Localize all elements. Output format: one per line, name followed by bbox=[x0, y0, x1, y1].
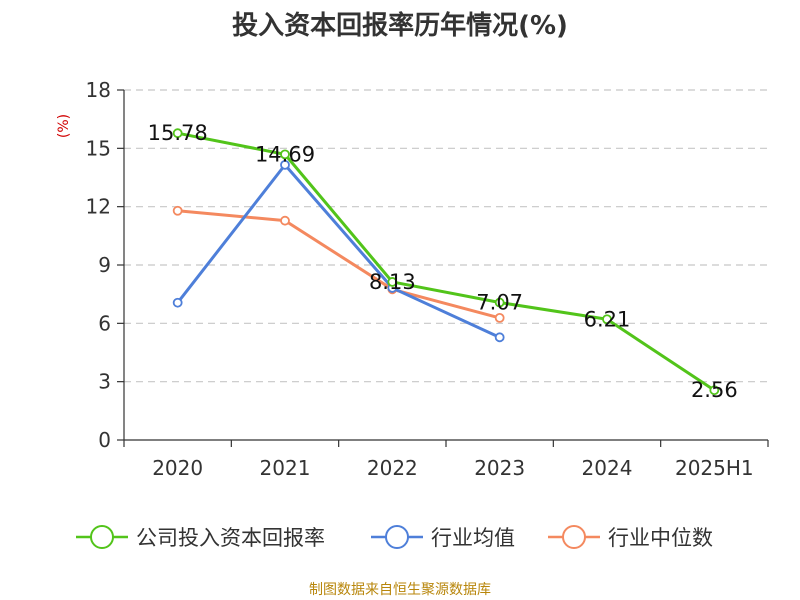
x-tick-label: 2021 bbox=[260, 456, 311, 480]
data-point bbox=[387, 277, 398, 287]
y-tick-label: 18 bbox=[86, 78, 111, 102]
legend-marker bbox=[562, 525, 586, 549]
legend-label: 行业均值 bbox=[431, 526, 515, 550]
data-labels: 15.78 14.69 8.13 7.07 6.21 2.56 bbox=[148, 121, 738, 402]
legend-label: 行业中位数 bbox=[608, 526, 713, 550]
data-point bbox=[602, 314, 612, 325]
axes: 0 3 6 9 12 15 18 2020 2021 2022 2023 2024 2025H1 bbox=[86, 78, 769, 480]
data-label: 15.78 bbox=[148, 121, 208, 145]
data-point bbox=[172, 128, 183, 139]
data-point bbox=[494, 312, 505, 323]
y-tick-label: 6 bbox=[98, 311, 111, 335]
grid-lines bbox=[124, 89, 768, 383]
series-line bbox=[177, 131, 716, 392]
data-label: 6.21 bbox=[584, 307, 631, 331]
series-2 bbox=[172, 205, 505, 323]
series-1 bbox=[172, 159, 505, 343]
data-point bbox=[280, 215, 290, 226]
series-line bbox=[177, 209, 501, 320]
data-point bbox=[494, 332, 505, 343]
legend-marker bbox=[385, 525, 409, 549]
x-tick-label: 2024 bbox=[582, 456, 633, 480]
data-point bbox=[172, 205, 183, 216]
legend-item-1[interactable]: 行业均值 bbox=[371, 525, 515, 550]
data-label: 2.56 bbox=[691, 378, 738, 402]
y-tick-label: 9 bbox=[98, 253, 111, 277]
source-note: 制图数据来自恒生聚源数据库 bbox=[309, 582, 491, 598]
data-label: 8.13 bbox=[369, 270, 416, 294]
y-tick-label: 0 bbox=[98, 428, 111, 452]
x-tick-label: 2025H1 bbox=[675, 456, 754, 480]
legend[interactable]: 公司投入资本回报率 行业均值 行业中位数 bbox=[76, 525, 713, 550]
x-tick-label: 2020 bbox=[152, 456, 203, 480]
series-line bbox=[176, 163, 501, 339]
data-point bbox=[280, 149, 290, 160]
data-point bbox=[280, 159, 290, 170]
y-tick-label: 15 bbox=[86, 136, 111, 160]
y-tick-label: 3 bbox=[98, 370, 111, 394]
x-tick-label: 2023 bbox=[474, 456, 525, 480]
data-label: 7.07 bbox=[476, 291, 523, 315]
legend-item-2[interactable]: 行业中位数 bbox=[548, 525, 713, 550]
data-point bbox=[172, 297, 183, 308]
data-point bbox=[494, 297, 505, 308]
data-label: 14.69 bbox=[255, 142, 315, 166]
data-point bbox=[709, 385, 720, 396]
legend-label: 公司投入资本回报率 bbox=[136, 526, 325, 550]
legend-item-0[interactable]: 公司投入资本回报率 bbox=[76, 525, 325, 550]
legend-marker bbox=[90, 525, 114, 549]
y-axis-unit: (%) bbox=[56, 114, 72, 138]
x-tick-label: 2022 bbox=[367, 456, 418, 480]
y-tick-label: 12 bbox=[86, 195, 111, 219]
chart-title: 投入资本回报率历年情况(%) bbox=[232, 10, 568, 41]
series-layer bbox=[172, 128, 720, 396]
series-0 bbox=[172, 128, 720, 396]
